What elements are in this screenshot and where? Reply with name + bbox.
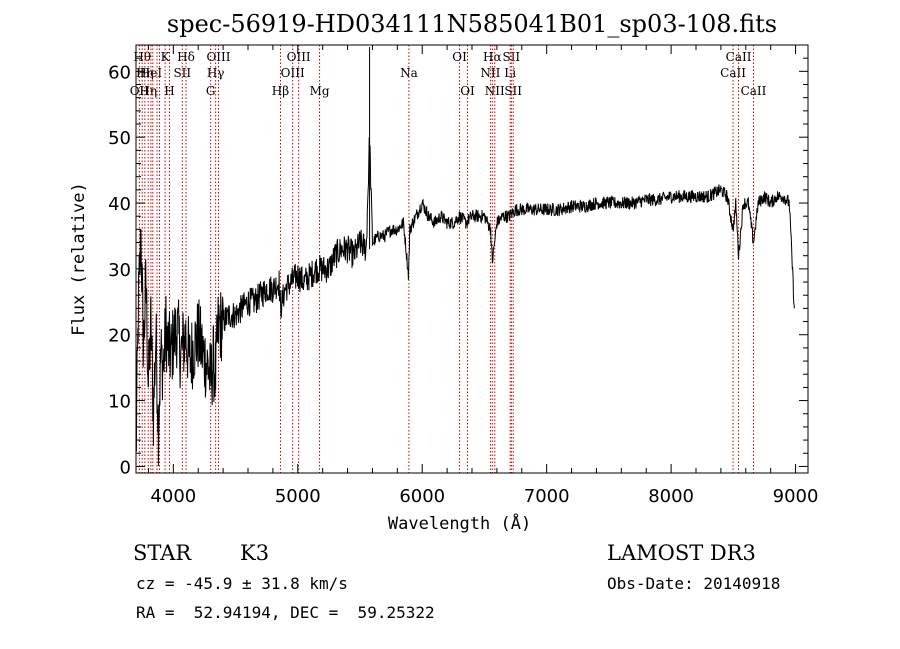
line-marker-label-28: CaII: [720, 66, 746, 80]
coordinates: RA = 52.94194, DEC = 59.25322: [136, 603, 435, 622]
x-axis-label: Wavelength (Å): [388, 512, 531, 534]
line-marker-label-8: K: [161, 50, 171, 64]
x-tick-label-4: 8000: [648, 486, 694, 507]
line-marker-label-30: CaII: [741, 84, 767, 98]
line-marker-label-10: SII: [173, 66, 191, 80]
line-marker-label-17: OIII: [287, 50, 311, 64]
y-tick-label-4: 40: [108, 194, 131, 215]
line-marker-label-29: CaII: [726, 50, 752, 64]
line-marker-label-21: OI: [460, 84, 475, 98]
line-marker-label-9: H: [164, 84, 174, 98]
line-marker-label-1: Hθ: [133, 50, 151, 64]
spectral-subclass: K3: [240, 541, 270, 565]
line-marker-label-12: G: [206, 84, 216, 98]
line-marker-label-23: Hα: [483, 50, 502, 64]
line-marker-label-25: Li: [504, 66, 516, 80]
line-marker-label-14: OIII: [206, 50, 230, 64]
x-tick-label-3: 7000: [524, 486, 570, 507]
y-tick-label-6: 60: [108, 62, 131, 83]
x-tick-label-5: 9000: [773, 486, 819, 507]
line-marker-label-3: Hη: [139, 84, 157, 98]
line-marker-label-4: HeI: [140, 66, 163, 80]
line-marker-label-20: OI: [452, 50, 467, 64]
line-marker-label-26: SII: [502, 50, 520, 64]
line-marker-label-16: OIII: [281, 66, 305, 80]
line-marker-label-18: Mg: [310, 84, 330, 98]
line-marker-label-24: NII: [485, 84, 505, 98]
line-marker-label-13: Hγ: [207, 66, 225, 80]
spectrum-series-line: [135, 137, 795, 467]
y-tick-label-3: 30: [108, 260, 131, 281]
line-marker-label-2: Hη: [136, 66, 154, 80]
x-tick-label-0: 4000: [150, 486, 196, 507]
line-marker-label-15: Hβ: [272, 84, 289, 98]
survey-name: LAMOST DR3: [607, 541, 756, 565]
line-marker-label-27: SII: [504, 84, 522, 98]
observation-date: Obs-Date: 20140918: [607, 574, 781, 593]
x-tick-label-1: 5000: [275, 486, 321, 507]
object-class: STAR: [133, 541, 192, 565]
redshift-info: cz = -45.9 ± 31.8 km/s: [136, 574, 348, 593]
line-marker-label-19: Na: [400, 66, 418, 80]
y-axis-label: Flux (relative): [69, 182, 89, 336]
line-marker-label-22: NII: [480, 66, 500, 80]
chart-title: spec-56919-HD034111N585041B01_sp03-108.f…: [167, 10, 777, 38]
y-tick-label-0: 0: [120, 457, 131, 478]
line-marker-label-11: Hδ: [177, 50, 195, 64]
y-tick-label-5: 50: [108, 128, 131, 149]
y-tick-label-1: 10: [108, 392, 131, 413]
plot-frame: [135, 44, 809, 474]
y-tick-label-2: 20: [108, 326, 131, 347]
x-tick-label-2: 6000: [399, 486, 445, 507]
